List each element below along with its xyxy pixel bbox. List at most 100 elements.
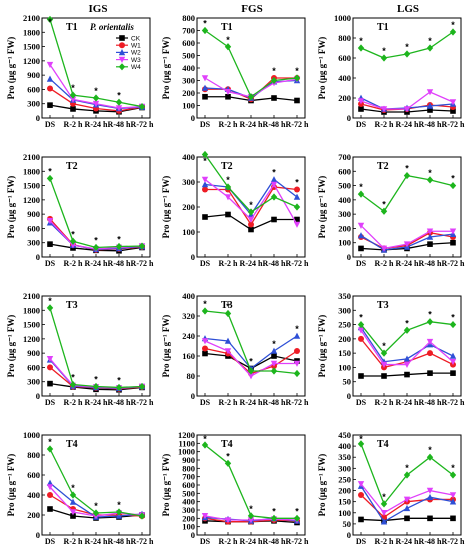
x-tick-label: R-48 h bbox=[263, 259, 286, 268]
y-tick-label: 0 bbox=[347, 391, 351, 401]
significance-star: * bbox=[117, 375, 121, 385]
y-tick-label: 300 bbox=[27, 377, 40, 387]
x-tick-label: R-2 h bbox=[64, 259, 83, 268]
y-tick-label: 200 bbox=[338, 334, 351, 344]
data-point-ck bbox=[427, 107, 433, 113]
y-tick-label: 150 bbox=[338, 348, 351, 358]
significance-star: * bbox=[382, 492, 386, 502]
y-tick-label: 900 bbox=[27, 348, 40, 358]
x-tick-label: R-24 h bbox=[396, 120, 419, 129]
x-tick-label: R-72 h bbox=[131, 398, 154, 407]
x-tick-label: R-72 h bbox=[131, 259, 154, 268]
significance-star: * bbox=[94, 501, 98, 511]
data-point-w4 bbox=[247, 367, 255, 375]
data-point-ck bbox=[358, 106, 364, 112]
y-tick-label: 1200 bbox=[178, 430, 195, 440]
panel-label: T1 bbox=[377, 22, 389, 33]
data-point-w3 bbox=[247, 517, 255, 524]
data-point-w3 bbox=[403, 106, 411, 113]
x-tick-label: R-24 h bbox=[85, 537, 108, 546]
data-point-ck bbox=[70, 513, 76, 519]
data-point-w4 bbox=[380, 349, 388, 357]
data-point-w4 bbox=[449, 320, 457, 329]
data-point-w3 bbox=[46, 484, 54, 491]
y-tick-label: 900 bbox=[27, 209, 40, 219]
y-tick-label: 0 bbox=[347, 530, 351, 540]
data-point-w4 bbox=[403, 171, 411, 180]
data-point-w3 bbox=[201, 176, 209, 183]
y-tick-label: 1200 bbox=[23, 195, 40, 205]
y-tick-label: 1500 bbox=[23, 320, 40, 330]
data-point-w4 bbox=[380, 500, 388, 508]
y-tick-label: 0 bbox=[191, 530, 195, 540]
y-tick-label: 600 bbox=[27, 223, 40, 233]
x-tick-label: R-2 h bbox=[375, 537, 394, 546]
data-point-ck bbox=[404, 371, 410, 378]
y-tick-label: 200 bbox=[338, 223, 351, 233]
data-point-w3 bbox=[69, 242, 77, 249]
significance-star: * bbox=[405, 463, 409, 473]
y-tick-label: 600 bbox=[27, 470, 40, 480]
y-tick-label: 1500 bbox=[23, 181, 40, 191]
data-point-w4 bbox=[92, 382, 100, 391]
data-point-w3 bbox=[403, 496, 411, 503]
panel-label: T4 bbox=[221, 439, 233, 450]
y-tick-label: 150 bbox=[338, 497, 351, 507]
data-point-w3 bbox=[403, 361, 411, 368]
x-tick-label: R-2 h bbox=[64, 537, 83, 546]
y-tick-label: 300 bbox=[338, 305, 351, 315]
data-point-w4 bbox=[224, 459, 232, 467]
data-point-w4 bbox=[449, 181, 457, 190]
data-point-w3 bbox=[115, 105, 123, 112]
x-tick-label: R-48 h bbox=[108, 398, 131, 407]
x-tick-label: R-2 h bbox=[219, 537, 238, 546]
y-tick-label: 600 bbox=[27, 362, 40, 372]
y-tick-label: 400 bbox=[182, 291, 195, 301]
x-tick-label: R-24 h bbox=[240, 259, 263, 268]
data-point-w2 bbox=[69, 498, 77, 505]
panel-igs-t4: 0 200 400 600 800 1000 DS R-2 h R-24 h R-48 h R-72… bbox=[6, 430, 154, 546]
y-tick-label: 200 bbox=[182, 88, 195, 98]
x-tick-label: R-48 h bbox=[419, 120, 442, 129]
y-axis-label: Pro (μg g⁻¹ FW) bbox=[6, 176, 16, 239]
y-tick-label: 1500 bbox=[23, 42, 40, 52]
data-point-w1 bbox=[358, 335, 364, 342]
panel-label: T1 bbox=[66, 22, 78, 33]
panel-label: T2 bbox=[66, 161, 78, 172]
y-tick-label: 0 bbox=[191, 252, 195, 262]
data-point-w3 bbox=[270, 181, 278, 188]
data-point-w1 bbox=[358, 492, 364, 498]
x-tick-label: DS bbox=[200, 120, 211, 129]
y-tick-label: 1000 bbox=[334, 13, 351, 23]
x-tick-label: R-2 h bbox=[375, 398, 394, 407]
y-tick-label: 100 bbox=[338, 362, 351, 372]
significance-star: * bbox=[71, 229, 75, 239]
data-point-w1 bbox=[47, 85, 53, 92]
x-tick-label: R-2 h bbox=[375, 120, 394, 129]
data-point-ck bbox=[202, 93, 208, 100]
x-tick-label: R-72 h bbox=[286, 537, 309, 546]
y-tick-label: 600 bbox=[182, 480, 195, 490]
data-point-w2 bbox=[224, 337, 232, 344]
y-tick-label: 0 bbox=[347, 113, 351, 123]
x-tick-label: R-48 h bbox=[419, 398, 442, 407]
data-point-ck bbox=[450, 370, 456, 376]
y-tick-label: 700 bbox=[182, 26, 195, 36]
significance-star: * bbox=[94, 86, 98, 96]
data-point-w2 bbox=[270, 176, 278, 183]
data-point-w4 bbox=[426, 318, 434, 326]
y-tick-label: 400 bbox=[182, 63, 195, 73]
x-tick-label: R-48 h bbox=[263, 120, 286, 129]
significance-star: * bbox=[428, 168, 432, 178]
data-point-ck bbox=[427, 370, 433, 376]
y-tick-label: 400 bbox=[338, 441, 351, 451]
data-point-w2 bbox=[201, 84, 209, 91]
data-point-w3 bbox=[247, 373, 255, 380]
data-point-w4 bbox=[69, 91, 77, 99]
x-tick-label: R-48 h bbox=[263, 398, 286, 407]
data-point-w4 bbox=[293, 74, 301, 82]
data-point-w4 bbox=[69, 237, 77, 245]
panel-label: T4 bbox=[66, 439, 78, 450]
